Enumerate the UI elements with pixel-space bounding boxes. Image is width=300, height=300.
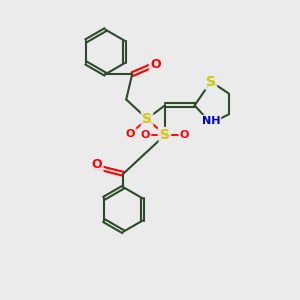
Text: O: O bbox=[159, 129, 168, 139]
Text: S: S bbox=[206, 75, 216, 88]
Text: O: O bbox=[179, 130, 189, 140]
Text: O: O bbox=[150, 58, 161, 71]
Text: O: O bbox=[126, 129, 135, 139]
Text: NH: NH bbox=[202, 116, 220, 126]
Text: O: O bbox=[92, 158, 102, 171]
Text: S: S bbox=[160, 128, 170, 142]
Text: O: O bbox=[141, 130, 150, 140]
Text: S: S bbox=[142, 112, 152, 126]
